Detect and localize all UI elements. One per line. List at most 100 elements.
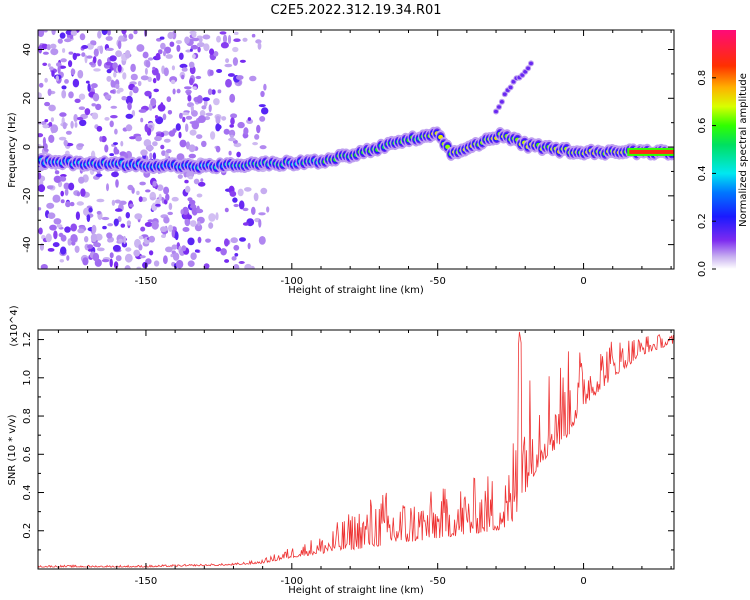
spectrogram-noise-blob xyxy=(229,124,234,128)
spectrogram-noise-blob xyxy=(50,48,59,56)
spectrogram-noise-blob xyxy=(208,222,214,229)
spectrogram-noise-blob xyxy=(47,248,55,252)
spectrogram-noise-blob xyxy=(191,120,200,130)
spectrogram-noise-blob xyxy=(155,203,161,207)
spectrogram-noise-blob xyxy=(128,33,134,40)
spectrogram-noise-blob xyxy=(179,139,187,148)
spectrogram-noise-blob xyxy=(84,108,91,116)
spectrogram-noise-blob xyxy=(237,188,244,197)
spectrogram-noise-blob xyxy=(74,98,81,104)
spectrogram-noise-blob xyxy=(115,255,122,262)
spectrogram-noise-blob xyxy=(160,102,164,110)
spectrogram-noise-blob xyxy=(194,249,200,253)
spectrogram-noise-blob xyxy=(69,201,75,207)
spectrogram-noise-blob xyxy=(40,264,48,269)
spectrogram-noise-blob xyxy=(60,58,67,63)
spectrogram-noise-blob xyxy=(42,136,47,146)
spectrogram-noise-blob xyxy=(84,54,88,64)
spectrogram-noise-blob xyxy=(117,64,122,73)
spectrogram-noise-blob xyxy=(233,38,241,42)
spectrogram-noise-blob xyxy=(205,112,213,117)
spectrogram-noise-blob xyxy=(66,255,70,261)
spectrogram-noise-blob xyxy=(129,203,134,208)
spectrogram-noise-blob xyxy=(63,182,70,190)
spectrogram-noise-blob xyxy=(230,117,235,125)
spectrogram-noise-blob xyxy=(152,66,156,71)
spectrogram-noise-blob xyxy=(51,30,56,36)
spectrogram-noise-blob xyxy=(136,44,145,52)
spectrogram-noise-blob xyxy=(127,102,132,111)
spectrogram-noise-blob xyxy=(152,141,158,147)
spectrogram-noise-blob xyxy=(42,62,48,66)
spectrogram-y-tick-label: 0 xyxy=(22,144,33,150)
spectrogram-noise-blob xyxy=(124,50,131,59)
spectrogram-noise-blob xyxy=(115,208,123,212)
spectrogram-noise-blob xyxy=(38,227,43,235)
spectrogram-noise-blob xyxy=(85,80,90,84)
spectrogram-noise-blob xyxy=(44,148,49,152)
spectrogram-noise-blob xyxy=(109,120,114,128)
spectrogram-noise-blob xyxy=(246,118,254,124)
spectrogram-noise-blob xyxy=(83,207,91,216)
spectrogram-noise-blob xyxy=(176,44,181,52)
spectrogram-noise-blob xyxy=(172,252,180,261)
spectrogram-noise-blob xyxy=(192,86,197,90)
spectrogram-noise-blob xyxy=(58,136,67,141)
spectrogram-noise-blob xyxy=(112,244,121,252)
spectrogram-noise-blob xyxy=(211,89,216,95)
spectrogram-noise-blob xyxy=(258,218,262,228)
spectrogram-noise-blob xyxy=(142,51,149,59)
spectrogram-noise-blob xyxy=(55,75,59,82)
spectrogram-noise-blob xyxy=(106,75,112,82)
spectrogram-noise-blob xyxy=(122,72,127,80)
spectrogram-noise-blob xyxy=(99,45,104,54)
spectrogram-noise-blob xyxy=(191,110,198,117)
spectrogram-noise-blob xyxy=(60,246,67,255)
spectrogram-noise-blob xyxy=(70,68,76,76)
spectrogram-noise-blob xyxy=(140,75,149,81)
spectrogram-noise-blob xyxy=(187,260,195,268)
spectrogram-noise-blob xyxy=(140,117,144,123)
spectrogram-noise-blob xyxy=(68,91,74,99)
spectrogram-noise-blob xyxy=(188,61,195,68)
spectrogram-noise-blob xyxy=(49,66,54,71)
spectrogram-noise-blob xyxy=(77,69,84,79)
spectrogram-noise-blob xyxy=(133,249,140,257)
spectrogram-noise-blob xyxy=(184,217,191,227)
spectrogram-noise-blob xyxy=(215,115,221,125)
spectrogram-noise-blob xyxy=(86,214,91,223)
spectrogram-noise-blob xyxy=(107,223,114,227)
spectrogram-noise-blob xyxy=(229,190,237,197)
spectrogram-noise-blob xyxy=(201,105,207,110)
spectrogram-noise-blob xyxy=(196,134,203,140)
spectrogram-noise-blob xyxy=(49,224,57,231)
spectrogram-noise-blob xyxy=(51,70,55,77)
spectrogram-noise-blob xyxy=(57,38,63,44)
spectrogram-noise-blob xyxy=(135,136,142,142)
spectrogram-noise-blob xyxy=(181,74,185,80)
spectrogram-noise-blob xyxy=(144,90,152,97)
spectrogram-noise-blob xyxy=(223,128,230,135)
spectrogram-noise-blob xyxy=(153,88,159,93)
spectrogram-noise-blob xyxy=(224,207,229,213)
spectrogram-upper-branch xyxy=(497,105,501,109)
spectrogram-noise-blob xyxy=(131,110,136,117)
spectrogram-noise-blob xyxy=(193,178,200,185)
spectrogram-noise-blob xyxy=(62,48,66,53)
spectrogram-noise-blob xyxy=(125,212,130,219)
spectrogram-noise-blob xyxy=(63,38,72,43)
spectrogram-noise-blob xyxy=(76,116,84,121)
colorbar-tick-label: 0.8 xyxy=(697,70,708,86)
spectrogram-noise-blob xyxy=(130,63,136,73)
spectrogram-noise-blob xyxy=(190,220,197,227)
spectrogram-noise-blob xyxy=(238,261,245,264)
spectrogram-noise-blob xyxy=(220,248,227,256)
spectrogram-noise-blob xyxy=(59,32,66,39)
spectrogram-noise-blob xyxy=(104,144,109,153)
spectrogram-noise-blob xyxy=(227,73,235,77)
spectrogram-upper-branch xyxy=(499,100,504,104)
spectrogram-noise-blob xyxy=(182,116,186,123)
spectrogram-noise-blob xyxy=(129,90,133,97)
spectrogram-noise-blob xyxy=(244,263,252,269)
spectrogram-noise-blob xyxy=(58,232,64,238)
